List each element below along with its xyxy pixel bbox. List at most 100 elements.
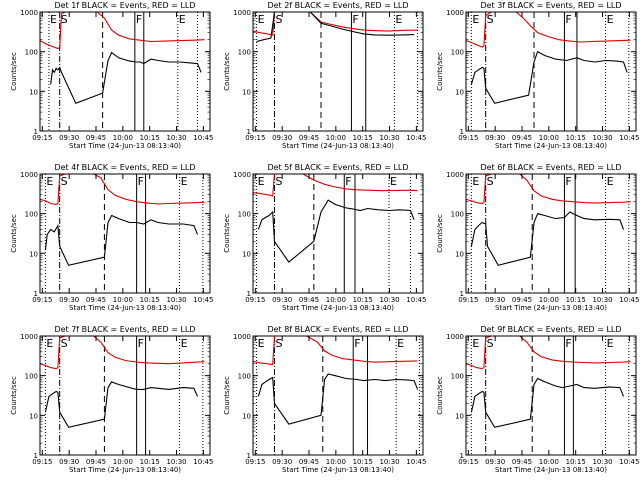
marker-label: E [390,175,397,188]
lld-series-line [40,174,205,206]
x-tick-label: 10:45 [406,296,426,304]
y-tick-label: 1000 [233,333,251,341]
marker-label: E [179,13,186,26]
x-tick-label: 09:30 [485,458,505,466]
panel-title: Det 3f BLACK = Events, RED = LLD [480,1,621,10]
y-tick-label: 1 [34,290,38,298]
y-axis-label: Counts/sec [223,376,231,415]
y-tick-label: 10 [455,250,464,258]
plot-frame [39,335,211,456]
x-tick-label: 09:30 [59,134,79,142]
x-tick-label: 09:30 [272,296,292,304]
marker-label: E [472,337,479,350]
y-tick-label: 1 [34,128,38,136]
y-tick-label: 1000 [233,171,251,179]
x-tick-label: 10:15 [140,458,160,466]
y-tick-label: 1000 [20,171,38,179]
x-tick-label: 10:00 [113,296,133,304]
events-series-line [470,211,625,266]
y-tick-label: 100 [451,49,464,57]
x-tick-label: 10:30 [166,458,186,466]
x-tick-label: 09:30 [485,296,505,304]
y-tick-label: 100 [238,373,251,381]
marker-label: E [607,337,614,350]
y-axis-label: Counts/sec [10,214,18,253]
marker-label: E [258,175,265,188]
y-tick-label: 1 [460,290,464,298]
y-axis-label: Counts/sec [436,214,444,253]
x-tick-label: 10:15 [140,134,160,142]
events-series-line [470,50,628,104]
marker-label: F [354,337,360,350]
y-tick-label: 1 [460,128,464,136]
y-tick-label: 1000 [20,9,38,17]
events-series-line [256,12,415,43]
lld-series-line [466,12,631,48]
x-tick-label: 09:30 [59,458,79,466]
x-axis-label: Start Time (24-Jun-13 08:13:40) [495,142,607,150]
plot-frame [252,335,424,456]
x-tick-label: 10:15 [353,134,373,142]
y-tick-label: 10 [455,412,464,420]
x-tick-label: 10:00 [539,458,559,466]
x-tick-label: 09:45 [299,296,319,304]
lld-series-line [466,336,631,370]
x-tick-label: 10:30 [592,134,612,142]
x-tick-label: 10:45 [619,134,639,142]
x-tick-label: 10:00 [113,458,133,466]
x-tick-label: 09:30 [485,134,505,142]
marker-label: F [565,13,571,26]
y-tick-label: 10 [29,412,38,420]
marker-label: E [46,337,53,350]
marker-label: S [61,337,68,350]
y-tick-label: 10 [455,88,464,96]
y-axis-label: Counts/sec [223,52,231,91]
x-tick-label: 09:45 [512,134,532,142]
marker-label: E [472,175,479,188]
y-tick-label: 100 [451,373,464,381]
marker-label: S [487,337,494,350]
marker-label: E [607,175,614,188]
lld-series-line [253,12,418,36]
x-tick-label: 10:15 [353,296,373,304]
y-axis-label: Counts/sec [10,52,18,91]
lld-series-line [466,174,631,205]
x-axis-label: Start Time (24-Jun-13 08:13:40) [69,466,181,474]
x-tick-label: 10:45 [193,458,213,466]
panel-title: Det 4f BLACK = Events, RED = LLD [54,163,195,172]
x-tick-label: 10:00 [326,458,346,466]
x-tick-label: 09:30 [272,134,292,142]
plot-frame [39,173,211,294]
marker-label: F [345,175,351,188]
x-tick-label: 10:45 [619,296,639,304]
y-tick-label: 1 [247,290,251,298]
x-tick-label: 09:45 [86,134,106,142]
events-series-line [257,373,419,425]
marker-label: E [258,13,265,26]
events-series-line [257,199,415,263]
marker-label: E [50,13,57,26]
marker-label: S [487,175,494,188]
marker-label: S [275,337,282,350]
x-tick-label: 10:15 [566,458,586,466]
x-tick-label: 09:45 [86,458,106,466]
marker-label: E [181,175,188,188]
panel-title: Det 7f BLACK = Events, RED = LLD [54,325,195,334]
x-tick-label: 09:15 [32,134,52,142]
panel-title: Det 8f BLACK = Events, RED = LLD [267,325,408,334]
marker-label: S [275,175,282,188]
plot-frame [252,11,424,132]
x-tick-label: 09:15 [245,296,265,304]
x-tick-label: 10:15 [566,296,586,304]
plot-frame [465,173,637,294]
x-tick-label: 09:15 [245,458,265,466]
x-axis-label: Start Time (24-Jun-13 08:13:40) [495,304,607,312]
y-tick-label: 10 [242,412,251,420]
y-tick-label: 100 [25,49,38,57]
x-tick-label: 09:15 [458,296,478,304]
x-tick-label: 09:15 [32,458,52,466]
